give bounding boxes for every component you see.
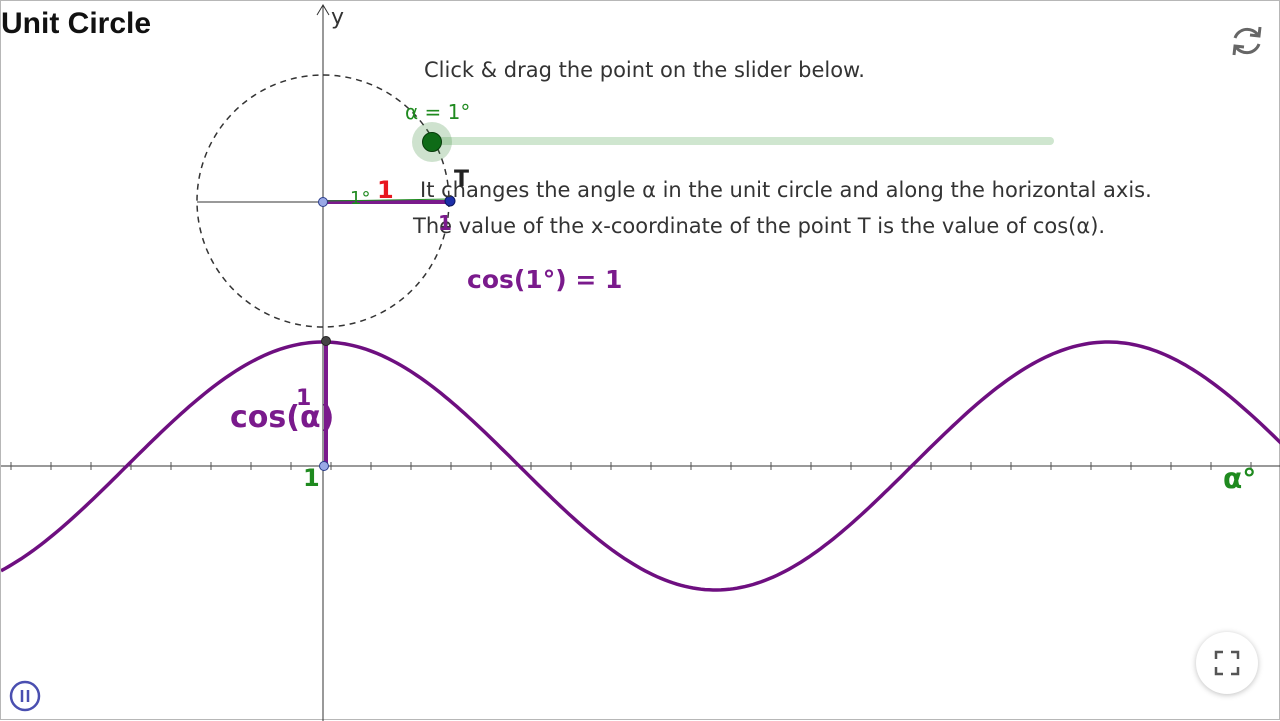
alpha-slider-track[interactable] xyxy=(432,137,1054,145)
x-axis-label: α° xyxy=(1223,462,1257,495)
point-t-label: T xyxy=(454,167,470,192)
y-axis-arrow xyxy=(316,4,330,16)
radius-line xyxy=(322,198,451,202)
graph-origin-point xyxy=(319,461,329,471)
y-axis-label: y xyxy=(331,5,345,30)
cosine-curve xyxy=(1,340,1280,592)
fullscreen-icon xyxy=(1214,650,1240,676)
fullscreen-button[interactable] xyxy=(1196,632,1258,694)
reset-button[interactable] xyxy=(1227,21,1267,61)
page-title: Unit Circle xyxy=(1,7,152,40)
x-axis-ticks xyxy=(10,462,1252,470)
radius-label: 1 xyxy=(438,211,452,235)
circle-center-point xyxy=(318,197,328,207)
instruction-line-2: The value of the x-coordinate of the poi… xyxy=(413,214,1106,238)
cos-readout: cos(1°) = 1 xyxy=(467,265,623,294)
alpha-slider-label: α = 1° xyxy=(405,100,471,124)
pause-button[interactable] xyxy=(9,680,41,712)
graph-origin-label: 1 xyxy=(303,464,320,492)
instruction-top: Click & drag the point on the slider bel… xyxy=(424,58,865,82)
cos-highlight-label: 1 xyxy=(377,176,394,204)
pause-icon xyxy=(9,680,41,712)
alpha-slider-handle[interactable] xyxy=(422,132,442,152)
instruction-line-1: It changes the angle α in the unit circl… xyxy=(420,178,1152,202)
reset-icon xyxy=(1232,26,1262,56)
point-t[interactable] xyxy=(444,195,456,207)
angle-label: 1° xyxy=(350,188,371,209)
curve-point xyxy=(321,336,331,346)
curve-label: cos(α) xyxy=(230,400,335,435)
cos-value-label: 1 xyxy=(296,386,312,411)
